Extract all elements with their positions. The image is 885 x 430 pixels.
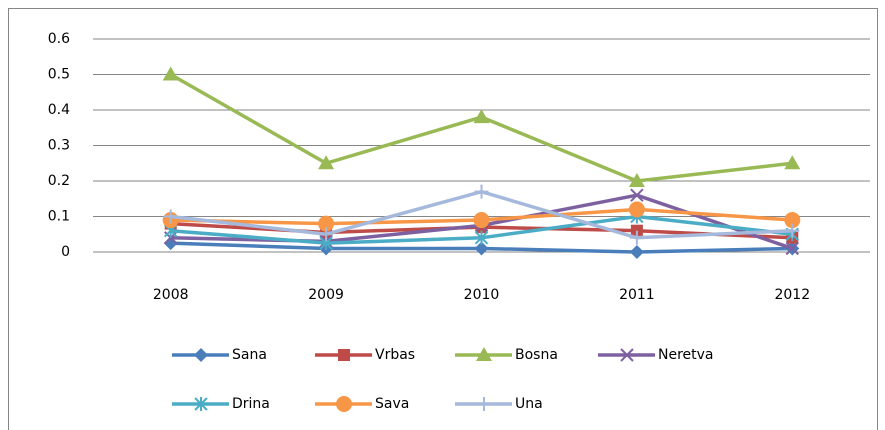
marker: [162, 66, 179, 81]
marker: [319, 227, 334, 242]
y-tick-label: 0.3: [48, 138, 70, 154]
x-tick-label: 2011: [619, 287, 655, 303]
marker: [318, 215, 335, 232]
legend-label: Drina: [232, 396, 270, 412]
x-tick-label: 2009: [308, 287, 344, 303]
y-tick-label: 0.2: [48, 173, 70, 189]
marker: [474, 241, 489, 256]
y-tick-label: 0.1: [48, 209, 70, 225]
marker: [630, 188, 644, 202]
marker: [474, 184, 489, 199]
marker: [163, 209, 178, 224]
x-tick-label: 2010: [464, 287, 500, 303]
marker: [473, 109, 490, 124]
marker: [477, 397, 491, 411]
marker: [620, 348, 634, 362]
marker: [785, 223, 800, 238]
marker: [476, 347, 492, 361]
legend-label: Sana: [232, 347, 267, 363]
x-tick-label: 2008: [153, 287, 189, 303]
marker: [318, 155, 335, 170]
marker: [474, 230, 489, 245]
marker: [630, 224, 643, 237]
x-tick-label: 2012: [774, 287, 810, 303]
y-tick-label: 0.4: [48, 102, 70, 118]
y-tick-label: 0.6: [48, 31, 70, 47]
legend-label: Neretva: [658, 347, 714, 363]
marker: [784, 212, 801, 229]
legend-label: Una: [515, 396, 543, 412]
marker: [194, 397, 208, 411]
legend-label: Bosna: [515, 347, 558, 363]
marker: [194, 348, 208, 362]
legend-label: Sava: [375, 396, 409, 412]
y-tick-label: 0: [61, 244, 70, 260]
marker: [628, 201, 645, 218]
y-tick-label: 0.5: [48, 67, 70, 83]
marker: [629, 230, 644, 245]
marker: [336, 396, 352, 412]
marker: [628, 173, 645, 187]
legend-label: Vrbas: [375, 347, 415, 363]
marker: [784, 155, 801, 170]
marker: [338, 349, 350, 361]
marker: [629, 245, 644, 259]
marker: [473, 212, 490, 229]
marker: [785, 241, 800, 256]
